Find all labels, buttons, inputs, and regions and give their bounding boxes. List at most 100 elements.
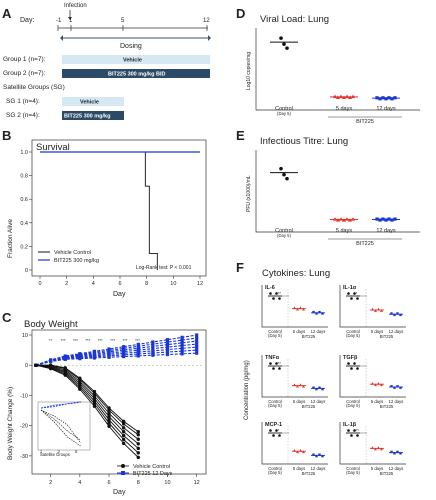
inset-control-line bbox=[40, 409, 81, 444]
cytokine-point bbox=[374, 447, 377, 451]
weight-sig-mark: *** bbox=[110, 338, 115, 343]
viral-ylabel: Log10 copies/mg bbox=[246, 52, 252, 90]
infection-arrow-head bbox=[68, 17, 72, 20]
panel-e: E Infectious Titre: Lung PFU (x1000)/mL … bbox=[236, 128, 420, 247]
cytokine-point bbox=[380, 383, 383, 387]
survival-stat: Log-Rank test: P < 0.001 bbox=[136, 265, 192, 271]
cytokine-point bbox=[299, 383, 302, 387]
weight-bit-marker bbox=[92, 349, 97, 353]
cytokine-point bbox=[374, 383, 377, 387]
cytokine-point bbox=[390, 450, 393, 454]
survival-xtick: 10 bbox=[170, 281, 176, 287]
cytokine-panel: IL-6*** Control 5 days 12 days (Day 5) BIT225 bbox=[261, 285, 328, 339]
day-tick-12: 12 bbox=[203, 18, 210, 24]
survival-lines bbox=[40, 151, 200, 270]
weight-control-line bbox=[35, 364, 139, 454]
weight-control-marker bbox=[92, 389, 97, 394]
cytokine-point bbox=[399, 313, 402, 317]
weight-control-line bbox=[35, 364, 139, 458]
weight-xlabel: Day bbox=[113, 489, 126, 496]
cytokine-point bbox=[350, 434, 353, 437]
panel-e-letter: E bbox=[236, 128, 245, 143]
weight-bit-marker bbox=[151, 342, 155, 346]
cytokine-point bbox=[272, 367, 275, 370]
weight-control-line bbox=[35, 364, 139, 440]
group-point bbox=[393, 96, 397, 100]
cytokine-point bbox=[347, 292, 350, 295]
cytokine-point bbox=[377, 446, 380, 449]
group-point bbox=[375, 217, 379, 221]
cytokine-point bbox=[302, 450, 305, 454]
weight-bit-marker bbox=[136, 346, 140, 350]
sg2-bar bbox=[62, 111, 124, 120]
day-tick-m1: -1 bbox=[56, 18, 62, 24]
group-point bbox=[333, 217, 337, 221]
cytokine-point bbox=[396, 385, 399, 388]
cytokine-name: TNFα bbox=[265, 355, 280, 361]
cytokine-name: TGFβ bbox=[343, 355, 358, 361]
inset-xtick: 1 bbox=[40, 449, 43, 454]
cytokine-xlabel: 5 days bbox=[293, 329, 305, 334]
weight-bit-marker bbox=[165, 345, 170, 349]
group-point bbox=[285, 176, 289, 181]
panel-c: C Body Weight Body Weight Change (%) Day… bbox=[2, 310, 207, 496]
survival-ytick: 0.4 bbox=[20, 221, 28, 227]
group-point bbox=[339, 217, 343, 221]
viral-axes bbox=[255, 28, 420, 111]
weight-bit-marker bbox=[195, 339, 199, 343]
group-point bbox=[381, 217, 385, 221]
inset-control-line bbox=[40, 409, 81, 441]
weight-bit-marker bbox=[49, 359, 53, 364]
weight-control-marker bbox=[107, 418, 111, 422]
bit-group-label: BIT225 bbox=[356, 241, 374, 247]
weight-xtick: 10 bbox=[164, 480, 170, 486]
inset-xtick: 3 bbox=[57, 449, 60, 454]
group-point bbox=[387, 96, 391, 100]
weight-control-marker bbox=[107, 414, 111, 419]
viral-xlabels: Control 5 days 12 days (Day 5) BIT225 bbox=[275, 106, 402, 125]
weight-bit-marker bbox=[195, 336, 199, 340]
cytokine-point bbox=[293, 306, 296, 310]
weight-control-marker bbox=[136, 437, 140, 441]
weight-bit-marker bbox=[63, 354, 67, 358]
weight-control-marker bbox=[121, 441, 126, 446]
weight-sig-mark: *** bbox=[61, 338, 66, 343]
weight-bit-marker bbox=[180, 352, 184, 356]
cytokine-point bbox=[347, 362, 350, 365]
cytokine-panel: IL-1α** Control 5 days 12 days (Day 5) BIT225 bbox=[339, 285, 406, 339]
cytokine-axes bbox=[339, 285, 406, 328]
cytokine-axes bbox=[261, 422, 328, 465]
day-tick-1: 1 bbox=[69, 18, 73, 24]
group-point bbox=[279, 36, 283, 40]
weight-control-line bbox=[35, 364, 139, 433]
weight-ylabel: Body Weight Change (%) bbox=[7, 387, 14, 460]
weight-bit-marker bbox=[122, 351, 126, 355]
cytokine-point bbox=[371, 382, 374, 385]
cytokine-point bbox=[347, 429, 350, 432]
survival-xtick: 4 bbox=[92, 281, 95, 287]
cytokine-xlabel: 5 days bbox=[371, 329, 383, 334]
cytokine-axes bbox=[261, 285, 328, 328]
weight-sig-mark: *** bbox=[73, 338, 78, 343]
weight-bit-marker bbox=[136, 350, 140, 354]
group-point bbox=[342, 95, 346, 100]
cytokine-point bbox=[399, 386, 402, 389]
weight-bit-marker bbox=[151, 353, 155, 357]
cytokine-point bbox=[296, 384, 299, 388]
cytokine-point bbox=[393, 313, 396, 317]
cytokine-point bbox=[299, 306, 302, 310]
survival-xlabel: Day bbox=[113, 291, 126, 298]
cytokine-point bbox=[278, 434, 281, 437]
panel-d-letter: D bbox=[236, 6, 245, 21]
cytokine-bit-label: BIT225 bbox=[302, 471, 316, 476]
cytokine-point bbox=[380, 447, 383, 451]
cytokine-point bbox=[312, 453, 315, 456]
weight-bit-marker bbox=[49, 358, 53, 362]
weight-bit-line bbox=[35, 352, 197, 366]
survival-yticks: 0 0.2 0.4 0.6 0.8 1.0 bbox=[20, 150, 32, 274]
weight-bit-marker bbox=[195, 342, 199, 346]
cytokine-xlabel: 12 days bbox=[311, 329, 326, 334]
weight-control-marker bbox=[78, 387, 82, 391]
group-point bbox=[393, 217, 397, 221]
